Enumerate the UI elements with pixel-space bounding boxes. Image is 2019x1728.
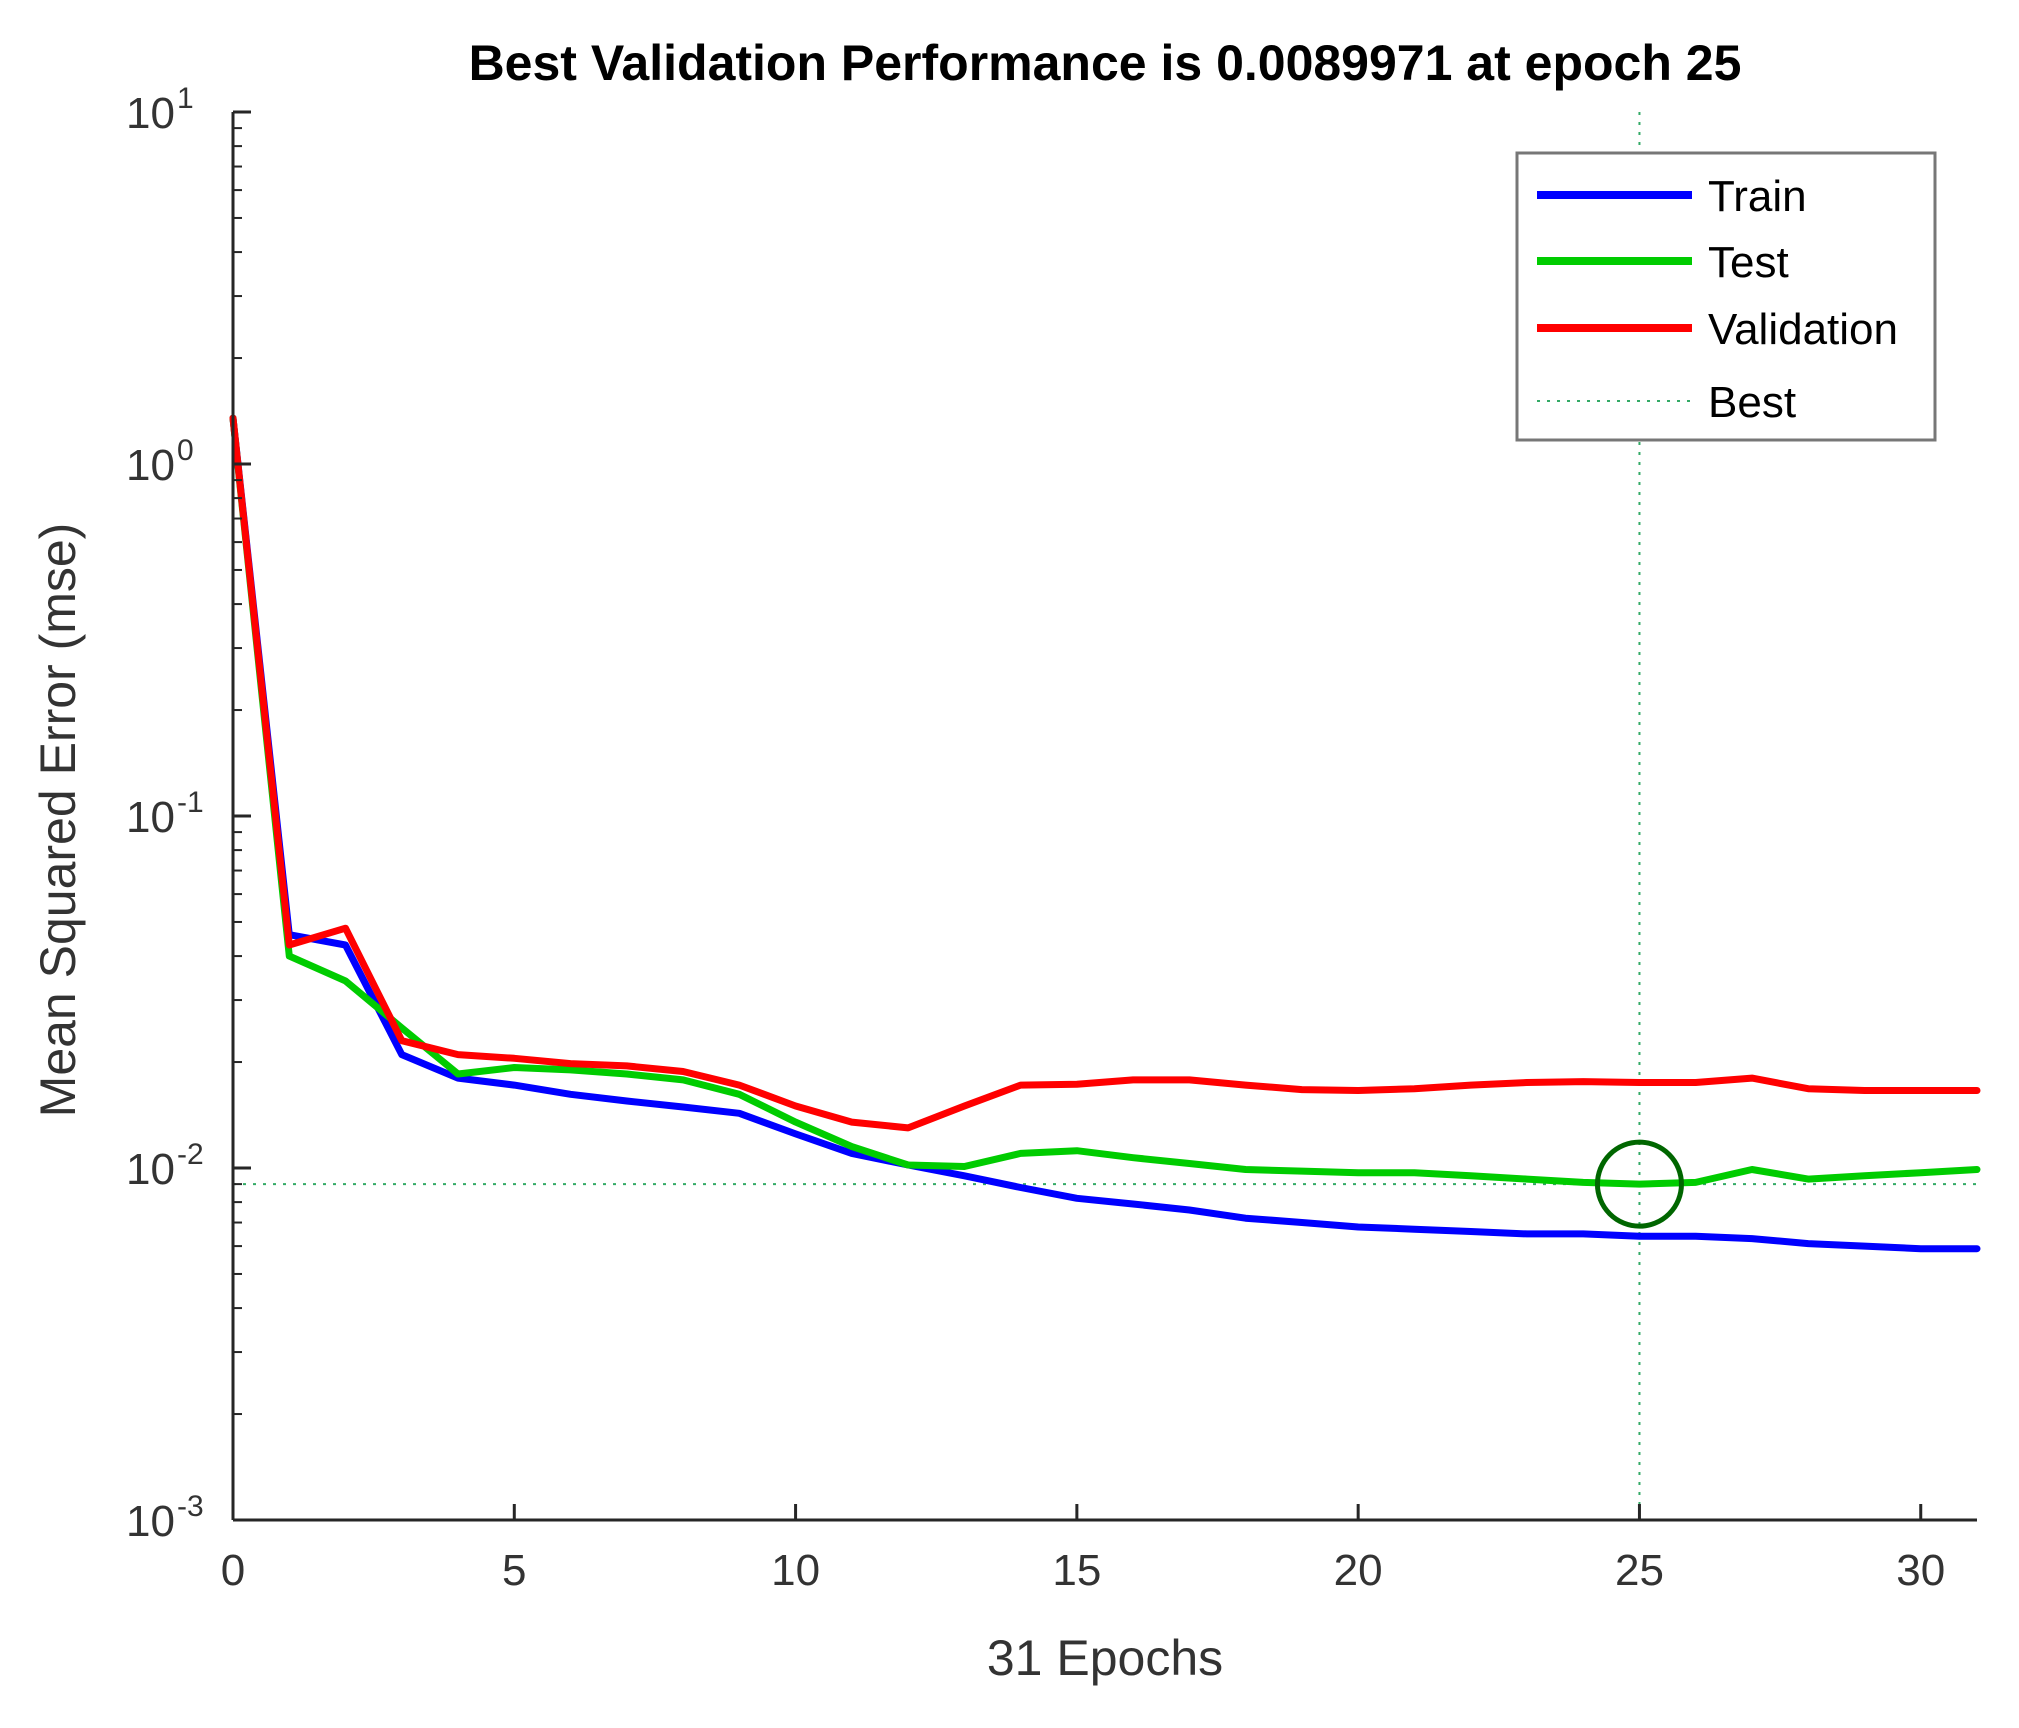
series-line-validation — [229, 414, 1981, 1132]
x-axis-label: 31 Epochs — [987, 1630, 1223, 1686]
y-tick-label: 10 — [126, 1145, 175, 1194]
x-tick-label: 15 — [1052, 1546, 1101, 1595]
y-tick-label: 10 — [126, 89, 175, 138]
y-tick-exponent: 0 — [177, 434, 194, 467]
x-tick-label: 25 — [1615, 1546, 1664, 1595]
x-tick-label: 10 — [771, 1546, 820, 1595]
legend-label-train: Train — [1708, 172, 1807, 221]
y-tick-label: 10 — [126, 441, 175, 490]
legend-box — [1515, 151, 1937, 442]
y-tick-label: 10 — [126, 1497, 175, 1546]
x-tick-label: 20 — [1334, 1546, 1383, 1595]
legend-label-test: Test — [1708, 238, 1789, 287]
y-tick-label: 10 — [126, 793, 175, 842]
y-axis-label: Mean Squared Error (mse) — [30, 523, 86, 1118]
legend-label-best: Best — [1708, 378, 1796, 427]
x-tick-label: 0 — [221, 1546, 245, 1595]
y-tick-exponent: -3 — [177, 1490, 204, 1523]
legend: Train Test Validation Best — [1515, 151, 1937, 442]
series-line-train — [229, 414, 1981, 1253]
legend-label-validation: Validation — [1708, 305, 1898, 354]
series-line-test — [229, 414, 1981, 1188]
x-tick-label: 5 — [502, 1546, 526, 1595]
chart-title: Best Validation Performance is 0.0089971… — [469, 35, 1742, 91]
y-tick-exponent: -2 — [177, 1138, 204, 1171]
x-tick-label: 30 — [1896, 1546, 1945, 1595]
y-tick-exponent: 1 — [177, 82, 194, 115]
y-tick-exponent: -1 — [177, 786, 204, 819]
best-marker-circle — [1594, 1139, 1684, 1229]
